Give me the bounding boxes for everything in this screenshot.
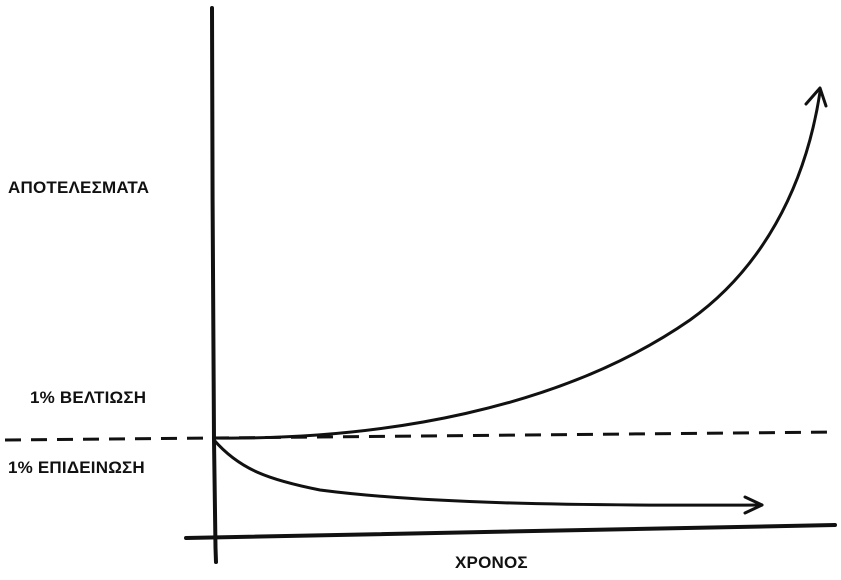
decline-label: 1% ΕΠΙΔΕΙΝΩΣΗ [8, 458, 145, 477]
improvement-arrowhead-icon [804, 86, 828, 108]
decline-curve [212, 438, 764, 507]
y-axis-line [210, 6, 218, 564]
baseline-dashed-line [4, 430, 836, 442]
x-axis-line [184, 523, 837, 540]
decline-arrowhead-icon [743, 495, 764, 515]
y-axis-label: ΑΠΟΤΕΛΕΣΜΑΤΑ [8, 178, 150, 197]
improvement-label: 1% ΒΕΛΤΙΩΣΗ [30, 388, 147, 407]
improvement-curve [212, 90, 822, 440]
x-axis-label: ΧΡΟΝΟΣ [455, 553, 528, 572]
